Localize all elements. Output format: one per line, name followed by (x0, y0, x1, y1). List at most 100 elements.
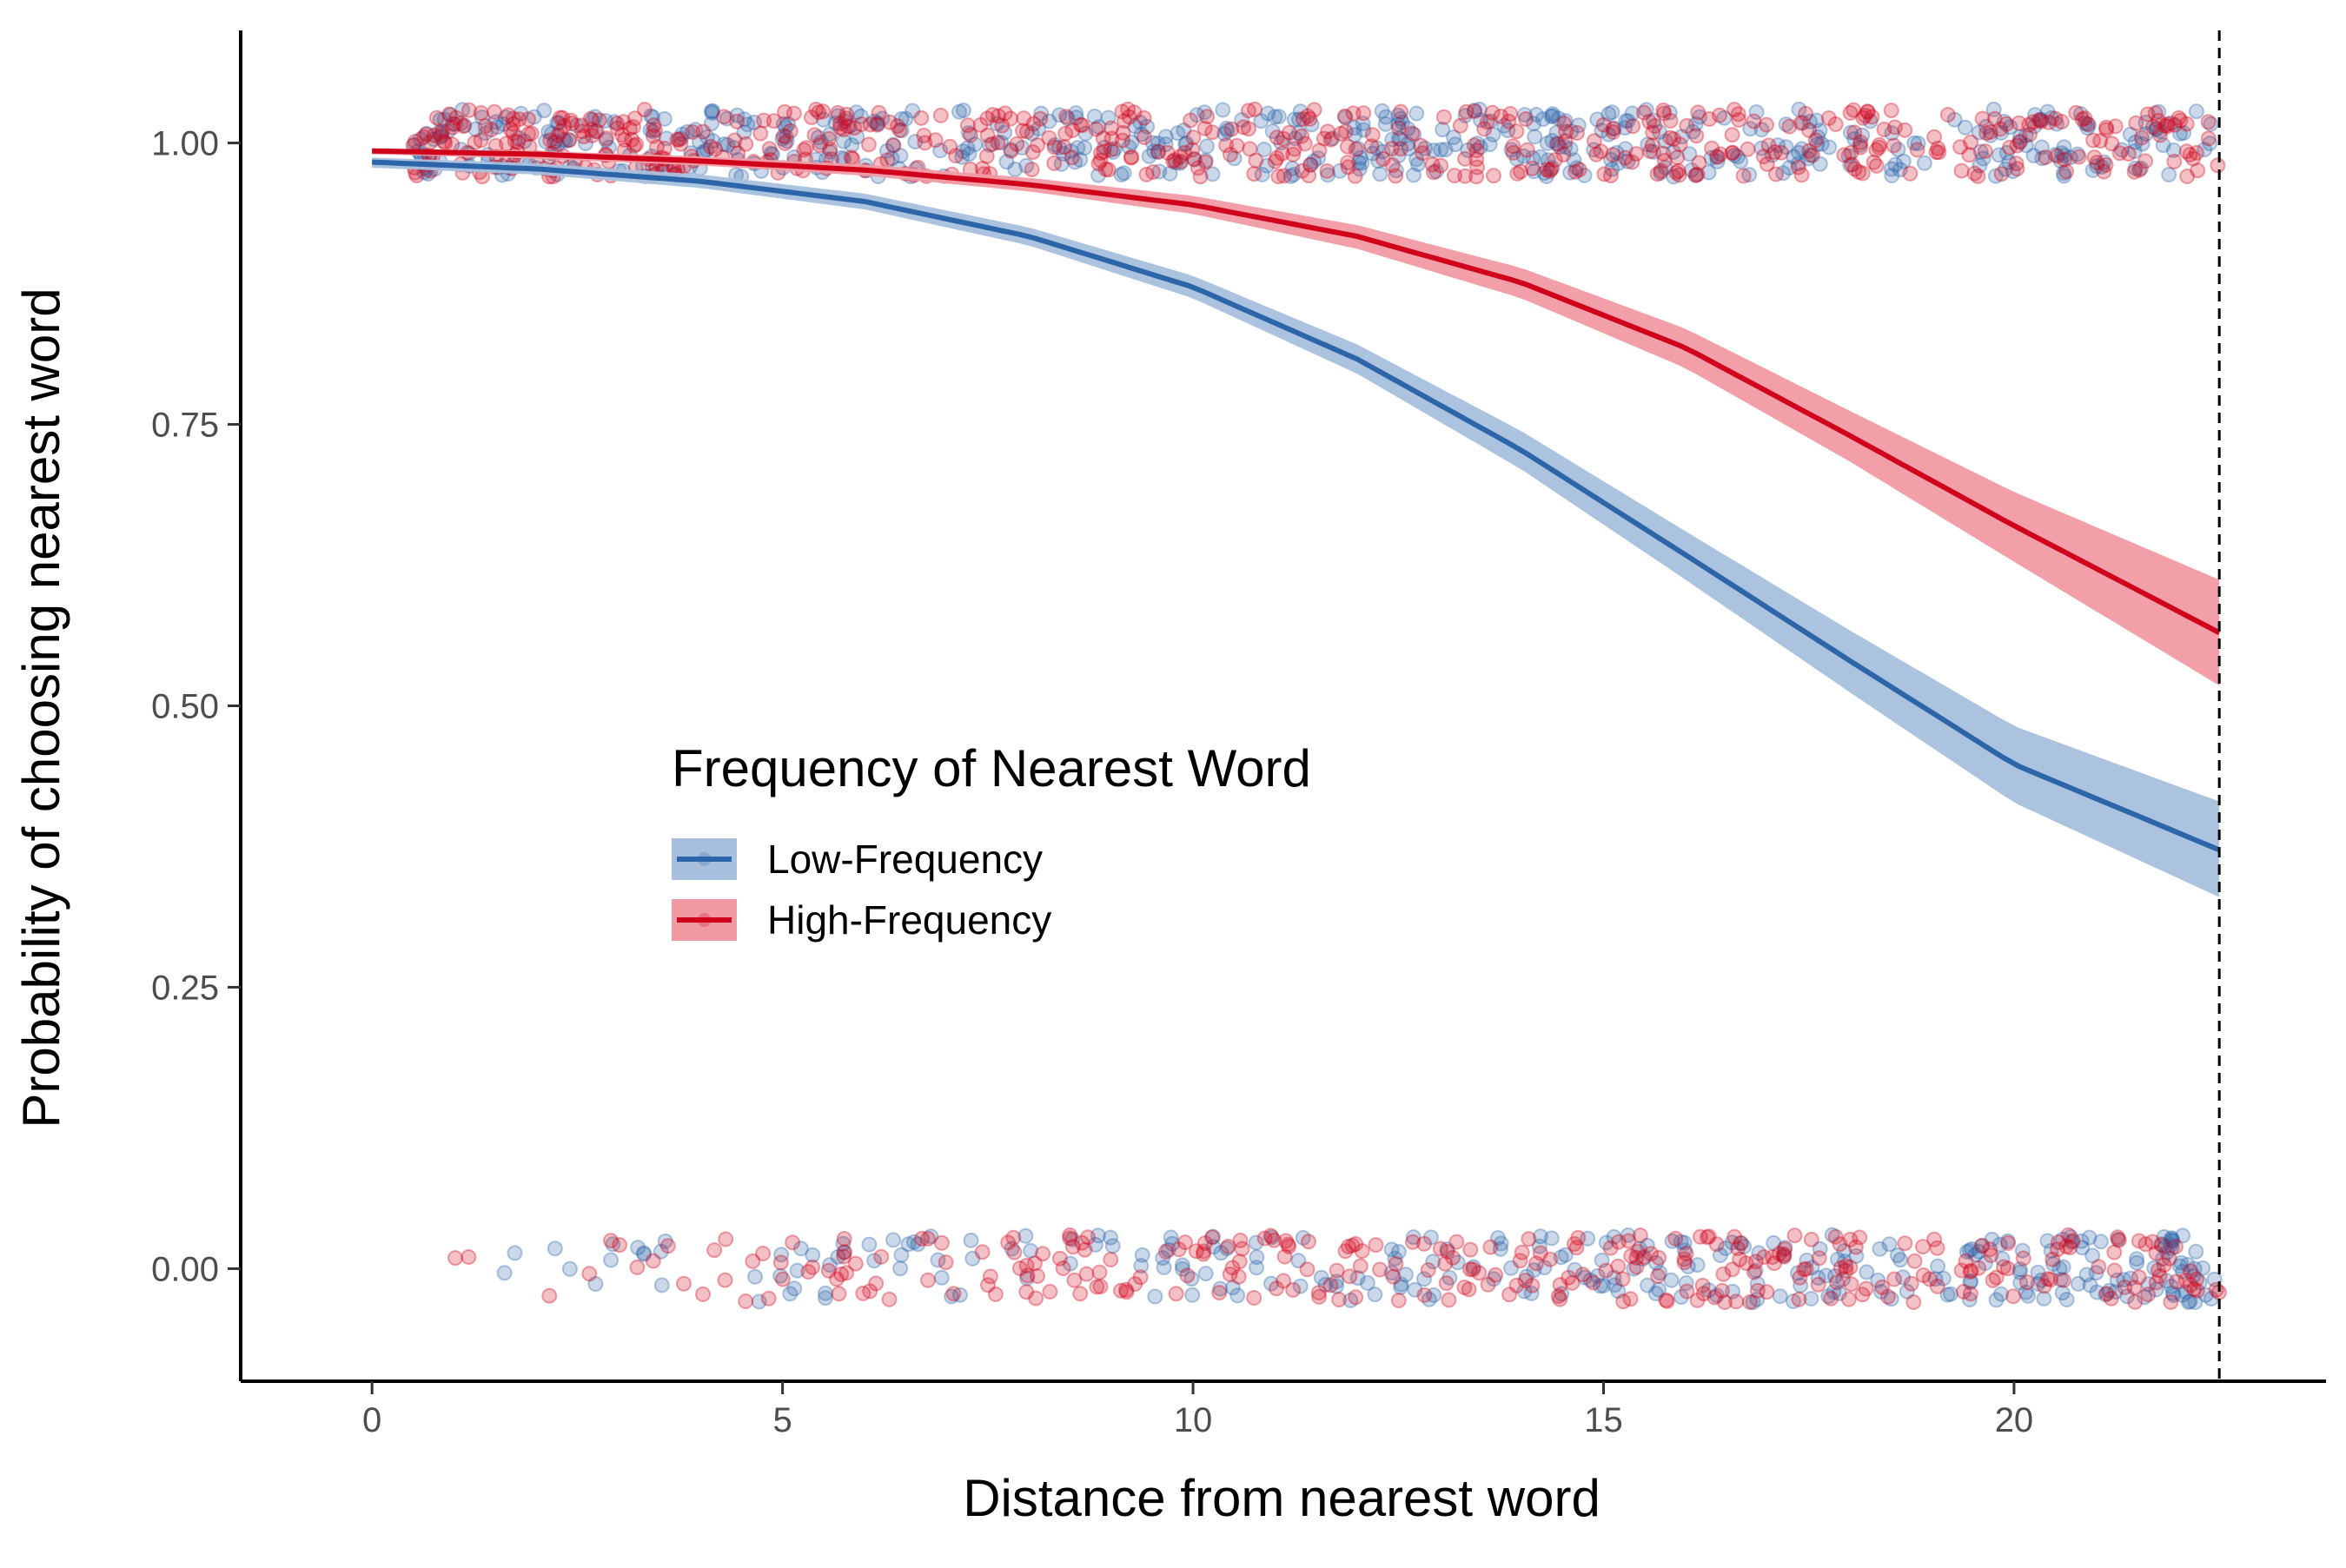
data-point (614, 127, 631, 143)
data-point (1465, 1261, 1481, 1278)
data-point (1422, 1229, 1439, 1246)
data-point (1602, 168, 1619, 184)
data-point (1342, 1292, 1359, 1308)
data-point (951, 103, 967, 120)
data-point (2053, 145, 2070, 162)
data-point (2137, 1289, 2153, 1306)
data-point (2058, 1238, 2075, 1254)
data-point (1241, 121, 1256, 137)
data-point (2011, 134, 2028, 150)
data-point (1805, 147, 1820, 163)
data-point (1441, 1292, 1457, 1308)
data-point (2056, 139, 2072, 155)
data-point (561, 132, 578, 149)
data-point (1197, 152, 1214, 169)
data-point (1563, 123, 1580, 140)
data-point (563, 112, 579, 129)
data-point (1726, 147, 1743, 163)
data-point (1992, 121, 2008, 137)
data-point (1053, 155, 1070, 172)
data-point (785, 1234, 801, 1251)
data-point (1655, 103, 1672, 118)
data-point (822, 141, 838, 157)
data-point (1471, 1265, 1488, 1281)
data-point (1301, 168, 1317, 184)
data-point (1962, 1274, 1978, 1291)
data-point (1211, 1285, 1228, 1301)
data-point (1136, 109, 1152, 126)
data-point (1910, 136, 1926, 151)
data-point (1348, 1236, 1364, 1252)
data-point (2005, 1288, 2022, 1305)
data-point (1056, 139, 1072, 155)
data-point (2172, 125, 2188, 142)
data-point (1725, 144, 1741, 161)
data-point (1812, 1241, 1828, 1257)
data-point (1852, 137, 1868, 153)
data-point (1792, 1269, 1808, 1286)
data-point (653, 1243, 669, 1260)
data-point (910, 1236, 926, 1253)
data-point (1672, 136, 1688, 153)
data-point (927, 132, 944, 149)
data-point (1566, 152, 1582, 169)
data-point (868, 115, 885, 131)
data-point (1359, 1274, 1375, 1291)
data-point (1618, 113, 1634, 129)
data-point (1931, 144, 1947, 161)
y-tick-label: 0.75 (151, 407, 219, 445)
data-point (1669, 149, 1686, 166)
data-point (1033, 105, 1050, 122)
data-point (836, 1244, 852, 1260)
data-point (2011, 133, 2028, 149)
data-point (1876, 122, 1892, 137)
data-point (1614, 1271, 1631, 1287)
data-point (1690, 104, 1706, 121)
data-point (718, 1231, 734, 1247)
data-point (591, 112, 607, 129)
data-point (955, 143, 971, 160)
data-point (1421, 1291, 1437, 1307)
data-point (1571, 162, 1587, 178)
data-point (1984, 1231, 2000, 1247)
data-point (1340, 1239, 1356, 1254)
data-point (1055, 1260, 1071, 1276)
data-point (1964, 1241, 1980, 1257)
data-point (1524, 1277, 1541, 1293)
data-point (1953, 1262, 1970, 1279)
data-point (892, 1260, 909, 1277)
data-point (1827, 116, 1844, 132)
data-point (1062, 1255, 1078, 1272)
data-point (2032, 111, 2049, 128)
data-point (873, 1248, 890, 1265)
data-point (1916, 155, 1932, 171)
data-point (1634, 1251, 1651, 1267)
data-point (1847, 1239, 1864, 1255)
data-point (612, 1237, 628, 1254)
data-point (1971, 124, 1987, 141)
data-point (2025, 148, 2042, 164)
data-point (1385, 1268, 1402, 1285)
data-point (831, 1286, 847, 1302)
data-point (1249, 1260, 1265, 1276)
data-point (1929, 1240, 1945, 1256)
data-point (1269, 149, 1285, 166)
data-point (811, 104, 827, 121)
data-point (1958, 1253, 1974, 1269)
data-point (1652, 1265, 1668, 1281)
data-point (1733, 1235, 1749, 1251)
data-point (2030, 1264, 2046, 1280)
data-point (830, 104, 846, 121)
data-point (874, 110, 891, 127)
data-point (1156, 1260, 1172, 1275)
data-point (1390, 120, 1407, 136)
data-point (777, 136, 793, 151)
data-point (1651, 1281, 1667, 1298)
data-point (1347, 168, 1363, 184)
data-point (1439, 1243, 1455, 1260)
data-point (1113, 167, 1130, 182)
data-point (2122, 126, 2138, 142)
data-point (487, 103, 503, 120)
data-point (1666, 131, 1681, 148)
